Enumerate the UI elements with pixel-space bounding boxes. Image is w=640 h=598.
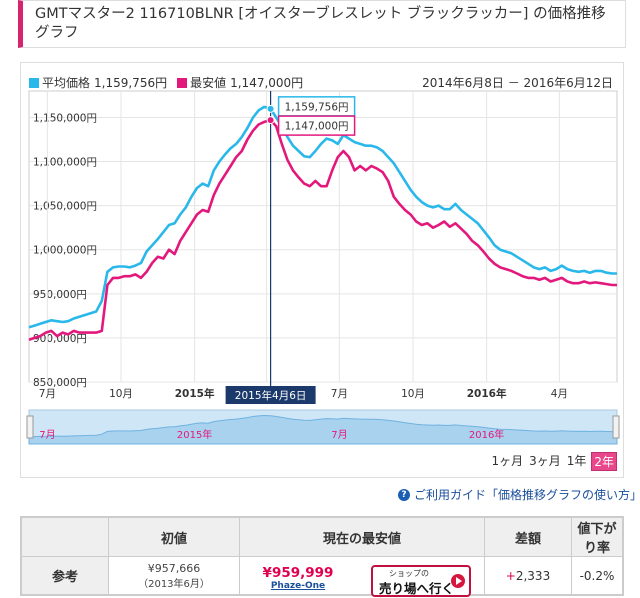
initial-date: （2013年6月） (138, 578, 210, 590)
y-tick-label: 950,000円 (33, 289, 87, 301)
page-title: GMTマスター2 116710BLNR [オイスターブレスレット ブラックラッカ… (35, 6, 606, 41)
avg-marker (266, 104, 275, 113)
zoom-1-month[interactable]: 1ヶ月 (491, 454, 524, 468)
x-tick-label: 10月 (401, 388, 425, 400)
reference-table: 初値 現在の最安値 差額 値下がり率 参考 ¥957,666 （2013年6月）… (20, 516, 624, 597)
tooltip-min-box (277, 115, 356, 136)
header-current: 現在の最安値 (239, 517, 485, 557)
tooltip-date-box (225, 386, 316, 404)
current-price: ¥959,999 (262, 565, 334, 581)
zoom-controls: 1ヶ月 3ヶ月 1年 2年 (490, 452, 617, 471)
button-subtext: ショップの (389, 569, 429, 578)
x-tick-label: 7月 (331, 388, 348, 400)
title-bar: GMTマスター2 116710BLNR [オイスターブレスレット ブラックラッカ… (18, 0, 626, 48)
legend-value-avg: 1,159,756円 (94, 76, 168, 90)
min-marker (266, 116, 275, 125)
navigator-label: 7月 (331, 429, 347, 441)
usage-guide-text: ご利用ガイド「価格推移グラフの使い方」 (414, 488, 640, 502)
legend-label-min: 最安値 (190, 76, 227, 90)
legend: 平均価格 1,159,756円 最安値 1,147,000円 (29, 74, 313, 91)
diff-sign: + (505, 568, 516, 583)
y-tick-label: 900,000円 (33, 333, 87, 345)
header-diff: 差額 (484, 517, 572, 557)
x-tick-label: 2016年 (467, 387, 507, 400)
initial-price-cell: ¥957,666 （2013年6月） (108, 556, 240, 595)
header-initial: 初値 (108, 517, 240, 557)
y-tick-label: 1,150,000円 (33, 112, 97, 124)
navigator-area (28, 414, 618, 445)
go-to-shop-button[interactable]: ショップの 売り場へ行く (371, 565, 471, 597)
navigator-label: 2016年 (469, 428, 504, 441)
zoom-2-year[interactable]: 2年 (591, 452, 617, 471)
tooltip-avg-value: 1,159,756円 (285, 101, 349, 113)
x-tick-label: 10月 (109, 388, 133, 400)
chart-panel: 平均価格 1,159,756円 最安値 1,147,000円 2014年6月8日… (20, 62, 624, 478)
tooltip-min-value: 1,147,000円 (285, 121, 349, 133)
navigator-handle-right (612, 415, 620, 439)
current-price-cell: ¥959,999 Phaze-One ショップの 売り場へ行く (239, 556, 485, 597)
x-tick-label: 7月 (39, 388, 56, 400)
legend-label-avg: 平均価格 (42, 76, 91, 90)
avg-price-line (28, 105, 617, 329)
zoom-3-month[interactable]: 3ヶ月 (529, 454, 561, 468)
x-tick-label: 2015年 (175, 387, 215, 400)
shop-link[interactable]: Phaze-One (270, 581, 326, 591)
x-tick-label: 4月 (551, 388, 568, 400)
button-label: 売り場へ行く (379, 581, 455, 596)
legend-swatch-min (177, 77, 188, 88)
y-tick-label: 1,000,000円 (33, 245, 97, 257)
legend-item-avg[interactable]: 平均価格 1,159,756円 (29, 74, 167, 91)
play-arrow-icon (451, 574, 465, 588)
navigator-label: 7月 (39, 429, 55, 441)
legend-swatch-avg (29, 77, 39, 88)
legend-value-min: 1,147,000円 (230, 76, 304, 90)
help-icon: ? (398, 488, 410, 501)
rate-value: -0.2% (571, 556, 623, 595)
header-rate: 値下がり率 (571, 517, 623, 557)
header-blank (21, 517, 109, 557)
diff-value: 2,333 (515, 568, 551, 583)
diff-cell: +2,333 (484, 556, 572, 595)
y-tick-label: 1,050,000円 (33, 201, 97, 213)
tooltip-date: 2015年4月6日 (235, 389, 307, 402)
y-tick-label: 1,100,000円 (33, 157, 97, 169)
zoom-1-year[interactable]: 1年 (566, 454, 587, 468)
date-range: 2014年6月8日 － 2016年6月12日 (422, 76, 613, 90)
initial-price: ¥957,666 (147, 561, 201, 575)
usage-guide-link[interactable]: ? ご利用ガイド「価格推移グラフの使い方」 (398, 486, 640, 503)
row-label: 参考 (21, 556, 109, 595)
navigator-handle-left (26, 415, 34, 439)
min-price-line (28, 118, 617, 341)
price-chart[interactable]: 850,000円 900,000円 950,000円 1,000,000円 1,050,… (21, 63, 623, 477)
legend-item-min[interactable]: 最安値 1,147,000円 (177, 74, 303, 91)
y-tick-label: 850,000円 (33, 377, 87, 389)
plot-area (28, 90, 618, 383)
navigator-label: 2015年 (177, 428, 212, 441)
